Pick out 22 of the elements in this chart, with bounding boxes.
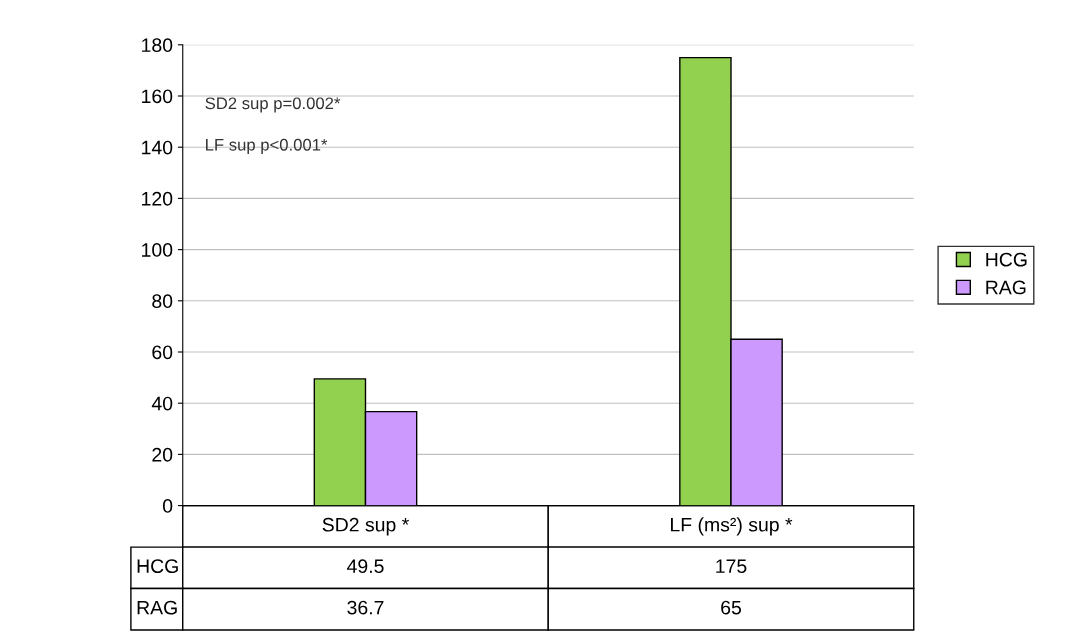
data-label: 49.5 xyxy=(347,559,384,574)
y-tick-label: 20 xyxy=(152,447,173,462)
y-tick-label: 180 xyxy=(142,38,173,53)
annotation: LF sup p<0.001* xyxy=(206,138,328,154)
y-tick-label: 80 xyxy=(152,294,173,309)
legend-label: RAG xyxy=(986,280,1026,295)
y-tick-label: 140 xyxy=(142,140,173,155)
y-tick-label: 0 xyxy=(162,499,173,513)
x-tick-label: LF (ms²) sup * xyxy=(671,517,793,536)
y-tick-label: 40 xyxy=(151,396,173,411)
data-label: 65 xyxy=(721,600,741,615)
y-tick-label: 100 xyxy=(142,243,173,257)
legend-label: HCG xyxy=(986,252,1027,267)
text: HCG xyxy=(137,559,178,574)
y-tick-label: 60 xyxy=(152,345,173,360)
text: RAG xyxy=(137,600,177,615)
y-tick-label: 160 xyxy=(142,89,173,104)
y-tick-label: 120 xyxy=(142,191,173,206)
data-label: 36.7 xyxy=(347,600,384,615)
data-label: 175 xyxy=(716,559,747,574)
annotation: SD2 sup p=0.002* xyxy=(205,97,341,113)
x-tick-label: SD2 sup * xyxy=(322,517,409,536)
